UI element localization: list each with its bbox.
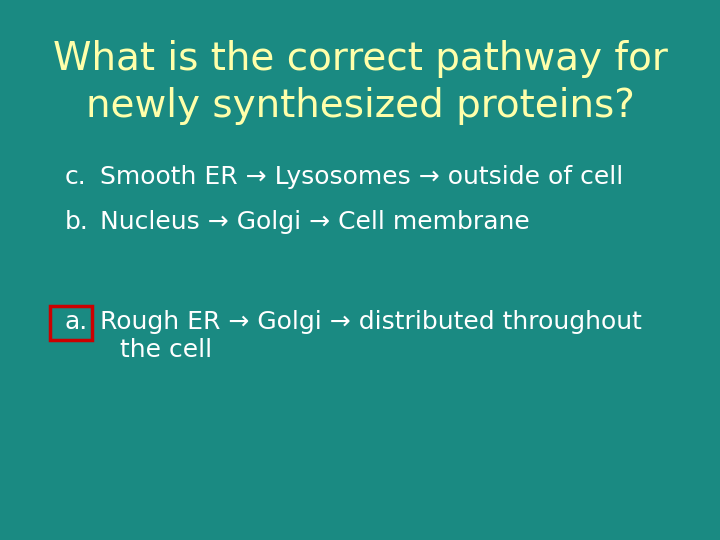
Text: Rough ER → Golgi → distributed throughout: Rough ER → Golgi → distributed throughou… <box>100 310 642 334</box>
Text: the cell: the cell <box>120 338 212 362</box>
Text: What is the correct pathway for
newly synthesized proteins?: What is the correct pathway for newly sy… <box>53 40 667 125</box>
Text: c.: c. <box>65 165 86 189</box>
Text: a.: a. <box>65 310 89 334</box>
Text: Smooth ER → Lysosomes → outside of cell: Smooth ER → Lysosomes → outside of cell <box>100 165 624 189</box>
Text: b.: b. <box>65 210 89 234</box>
Text: Nucleus → Golgi → Cell membrane: Nucleus → Golgi → Cell membrane <box>100 210 530 234</box>
